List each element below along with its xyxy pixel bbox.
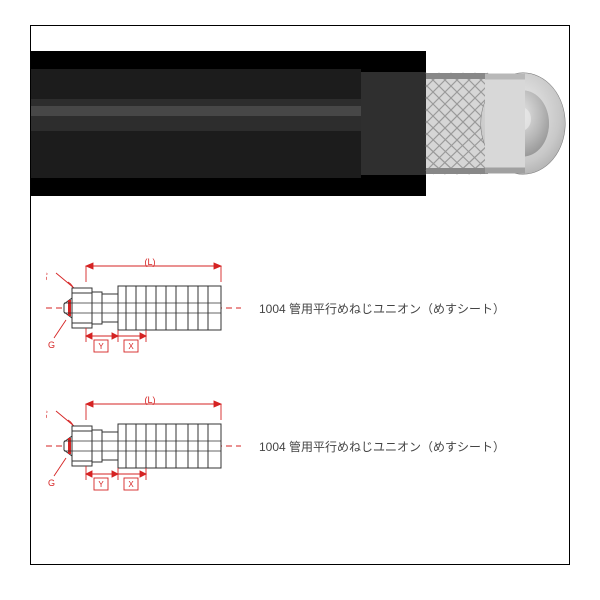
fitting-label-2: 1004 管用平行めねじユニオン（めすシート） — [259, 438, 505, 455]
svg-text:Y: Y — [98, 480, 104, 489]
fitting-diagram-2: (L) 30° — [46, 396, 505, 496]
hose-cross-section-photo — [31, 51, 569, 196]
svg-text:G: G — [48, 340, 55, 350]
svg-text:(L): (L) — [145, 396, 156, 405]
svg-text:X: X — [128, 480, 134, 489]
svg-text:X: X — [128, 342, 134, 351]
svg-text:30°: 30° — [46, 271, 52, 286]
fitting-label-1: 1004 管用平行めねじユニオン（めすシート） — [259, 300, 505, 317]
fitting-diagram-1: (L) 30° — [46, 258, 505, 358]
svg-text:30°: 30° — [46, 409, 52, 424]
svg-text:(L): (L) — [145, 258, 156, 267]
svg-text:Y: Y — [98, 342, 104, 351]
svg-text:G: G — [48, 478, 55, 488]
